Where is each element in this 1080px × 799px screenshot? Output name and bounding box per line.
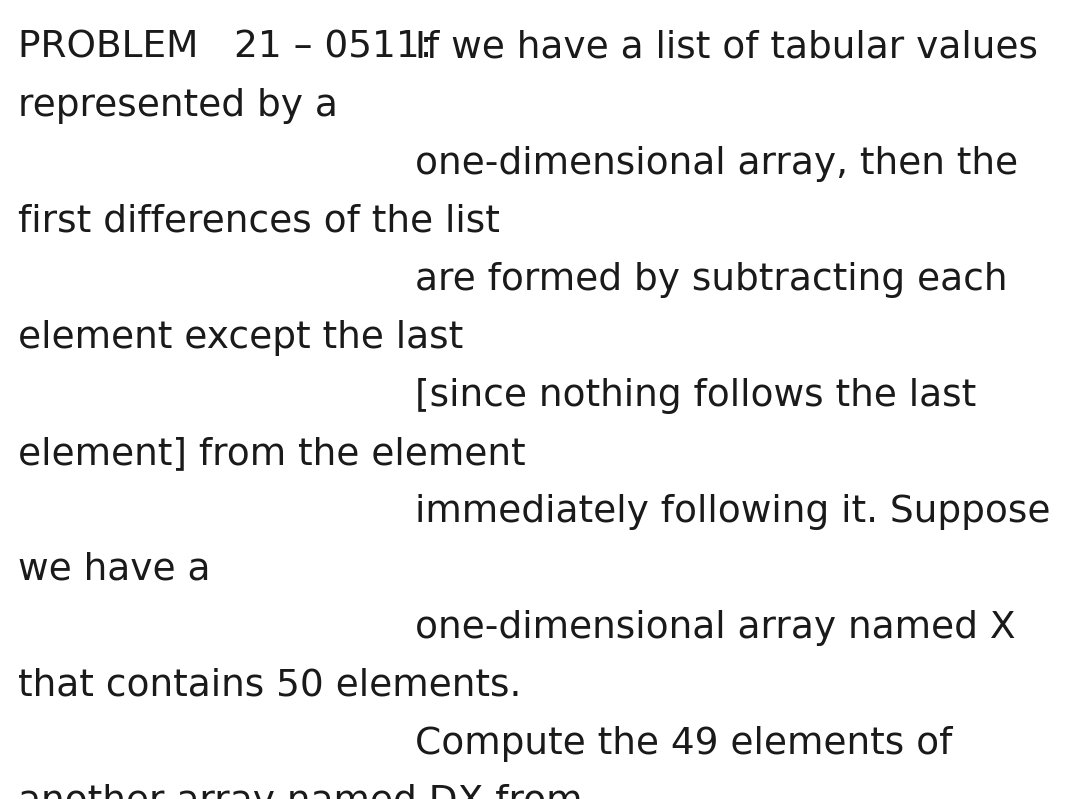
Text: represented by a: represented by a [18,88,338,124]
Text: immediately following it. Suppose: immediately following it. Suppose [415,494,1051,530]
Text: first differences of the list: first differences of the list [18,204,500,240]
Text: If we have a list of tabular values: If we have a list of tabular values [415,30,1038,66]
Text: [since nothing follows the last: [since nothing follows the last [415,378,976,414]
Text: we have a: we have a [18,552,211,588]
Text: one-dimensional array named X: one-dimensional array named X [415,610,1015,646]
Text: one-dimensional array, then the: one-dimensional array, then the [415,146,1018,182]
Text: another array named DX from: another array named DX from [18,784,582,799]
Text: element] from the element: element] from the element [18,436,526,472]
Text: Compute the 49 elements of: Compute the 49 elements of [415,726,953,762]
Text: PROBLEM   21 – 0511:: PROBLEM 21 – 0511: [18,30,432,66]
Text: that contains 50 elements.: that contains 50 elements. [18,668,522,704]
Text: element except the last: element except the last [18,320,463,356]
Text: are formed by subtracting each: are formed by subtracting each [415,262,1008,298]
